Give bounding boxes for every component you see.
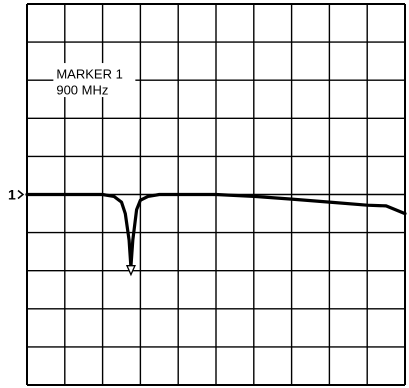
- marker-layer: [53, 63, 136, 277]
- reference-level-label: 1: [8, 187, 16, 203]
- marker-triangle-icon: [125, 265, 136, 277]
- trace-line: [25, 192, 407, 269]
- reference-level-arrow-icon: [17, 189, 25, 200]
- marker-frequency-label: 900 MHz: [56, 83, 108, 98]
- graticule-grid: [26, 3, 406, 386]
- marker-readout-background: [53, 63, 136, 98]
- trace-layer: [25, 192, 407, 269]
- marker-name-label: MARKER 1: [56, 66, 122, 81]
